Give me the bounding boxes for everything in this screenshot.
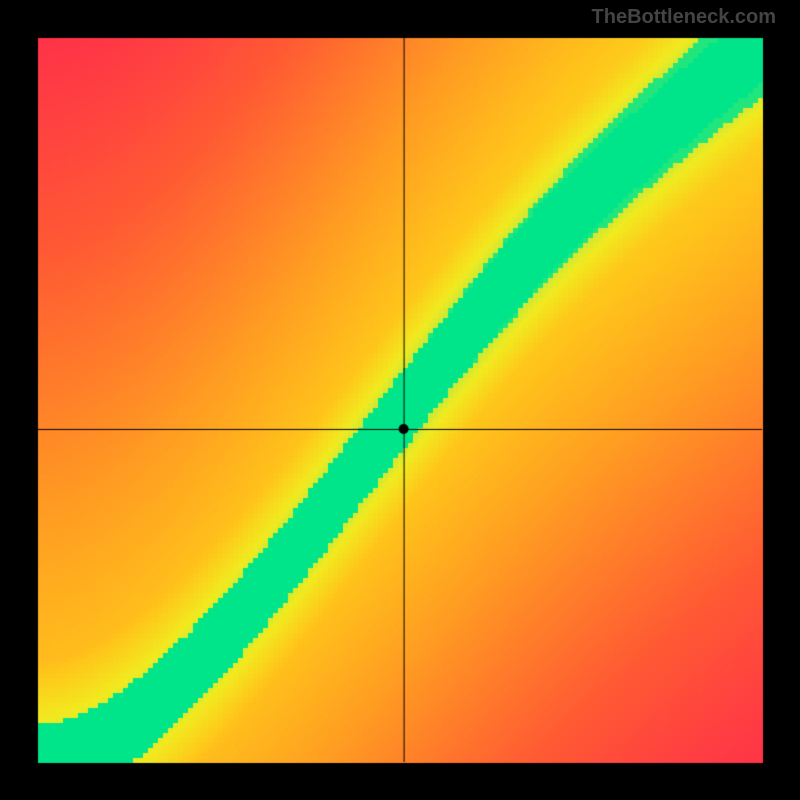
bottleneck-heatmap-canvas bbox=[0, 0, 800, 800]
chart-container: TheBottleneck.com bbox=[0, 0, 800, 800]
watermark-text: TheBottleneck.com bbox=[592, 6, 776, 29]
